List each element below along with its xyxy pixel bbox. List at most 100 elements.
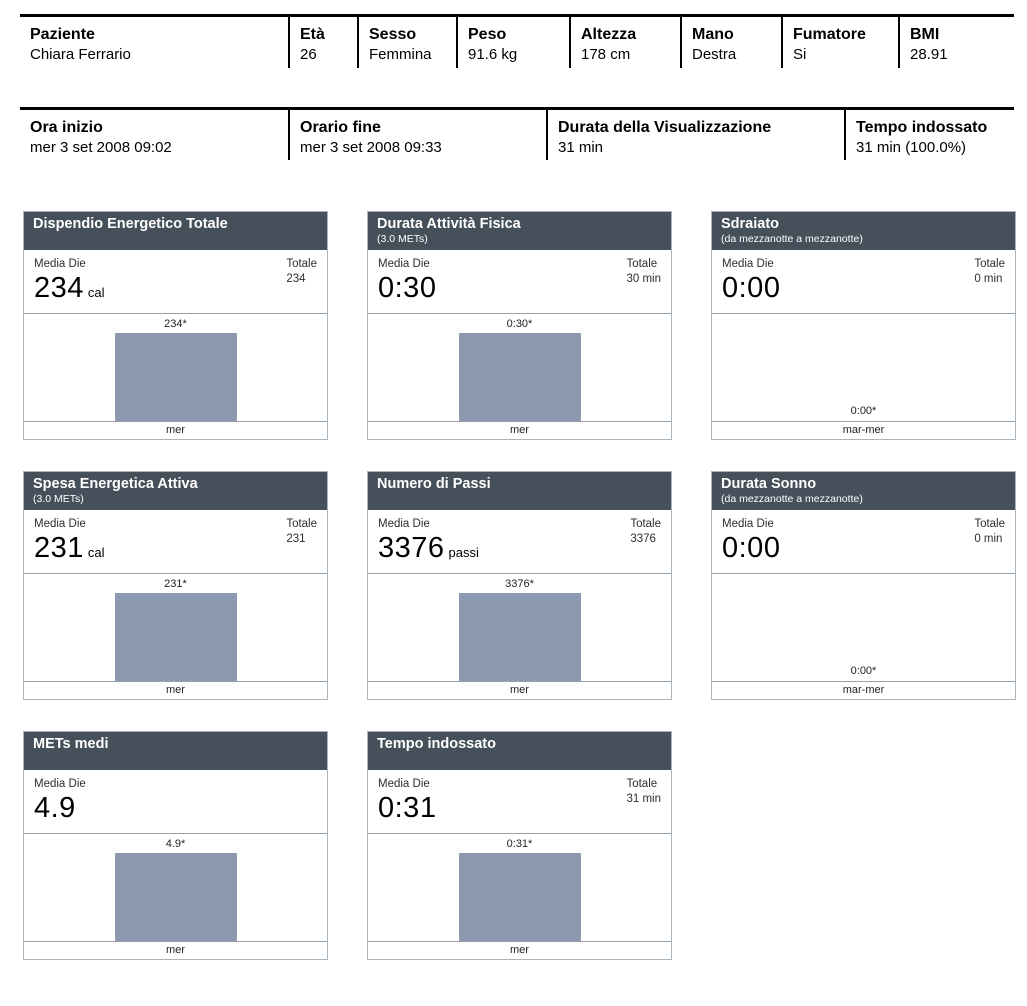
media-die-unit: cal — [87, 285, 105, 300]
media-die-value: 0:00 — [722, 532, 781, 564]
chart-area: 0:31* — [368, 834, 671, 942]
field-label: Età — [300, 26, 325, 43]
media-die-label: Media Die — [722, 258, 774, 270]
bar-value-label: 234* — [164, 318, 187, 331]
chart-area: 0:30* — [368, 314, 671, 422]
session-field-ora-inizio: Ora inizio mer 3 set 2008 09:02 — [20, 110, 288, 160]
card-header: Numero di Passi — [368, 472, 671, 510]
end-time: mer 3 set 2008 09:33 — [300, 139, 442, 156]
x-axis-label: mer — [510, 684, 529, 696]
bar-value-label: 231* — [164, 578, 187, 591]
view-duration: 31 min — [558, 139, 604, 156]
media-die-row: 4.9 — [34, 792, 317, 824]
card-stats: Media Die 0:00 Totale 0 min — [712, 250, 1015, 314]
card-spesa-energetica-attiva: Spesa Energetica Attiva (3.0 METs) Media… — [23, 471, 328, 700]
patient-field-altezza: Altezza 178 cm — [569, 17, 680, 68]
media-die-unit: passi — [448, 545, 479, 560]
patient-info-table: Paziente Chiara Ferrario Età 26 Sesso Fe… — [20, 14, 1014, 68]
patient-field-paziente: Paziente Chiara Ferrario — [20, 17, 288, 68]
totale-label: Totale — [974, 518, 1005, 530]
card-title: Sdraiato — [721, 216, 780, 232]
x-axis-label: mer — [166, 424, 185, 436]
media-die-label: Media Die — [722, 518, 774, 530]
session-info-table: Ora inizio mer 3 set 2008 09:02 Orario f… — [20, 107, 1014, 160]
patient-age: 26 — [300, 46, 317, 63]
card-header: Dispendio Energetico Totale — [24, 212, 327, 250]
card-stats: Media Die 3376 passi Totale 3376 — [368, 510, 671, 574]
media-die-value: 231 — [34, 532, 84, 564]
totale-label: Totale — [626, 258, 658, 270]
card-subtitle: (da mezzanotte a mezzanotte) — [721, 233, 863, 245]
field-label: BMI — [910, 26, 940, 43]
field-label: Fumatore — [793, 26, 866, 43]
media-die-value: 0:00 — [722, 272, 781, 304]
patient-field-sesso: Sesso Femmina — [357, 17, 456, 68]
totale-block: Totale 3376 — [630, 517, 661, 547]
session-field-durata-visualizzazione: Durata della Visualizzazione 31 min — [546, 110, 844, 160]
patient-bmi: 28.91 — [910, 46, 948, 63]
card-subtitle: (3.0 METs) — [377, 233, 428, 245]
chart-bar — [458, 593, 581, 681]
totale-block: Totale 231 — [286, 517, 317, 547]
card-title: Tempo indossato — [377, 736, 496, 752]
media-die-label: Media Die — [378, 258, 430, 270]
totale-block: Totale 234 — [286, 257, 317, 287]
chart-area: 4.9* — [24, 834, 327, 942]
bar-value-label: 0:31* — [506, 838, 533, 851]
field-label: Orario fine — [300, 119, 381, 136]
card-stats: Media Die 231 cal Totale 231 — [24, 510, 327, 574]
metric-cards-grid: Dispendio Energetico Totale Media Die 23… — [23, 211, 1017, 960]
card-stats: Media Die 0:31 Totale 31 min — [368, 770, 671, 834]
card-title: Dispendio Energetico Totale — [33, 216, 228, 232]
x-axis-label: mar-mer — [842, 424, 885, 436]
bar-value-label: 3376* — [505, 578, 534, 591]
patient-field-fumatore: Fumatore Si — [781, 17, 898, 68]
card-stats: Media Die 0:00 Totale 0 min — [712, 510, 1015, 574]
totale-label: Totale — [286, 518, 317, 530]
media-die-label: Media Die — [378, 778, 430, 790]
chart-bar — [114, 593, 237, 681]
media-die-value: 0:31 — [378, 792, 437, 824]
chart-area: 0:00* — [712, 574, 1015, 682]
x-axis-label: mer — [166, 944, 185, 956]
patient-field-eta: Età 26 — [288, 17, 357, 68]
media-die-value: 0:30 — [378, 272, 437, 304]
media-die-row: 234 cal — [34, 272, 317, 304]
chart-area: 231* — [24, 574, 327, 682]
card-title: Numero di Passi — [377, 476, 491, 492]
media-die-row: 0:00 — [722, 272, 1005, 304]
card-title: METs medi — [33, 736, 109, 752]
patient-field-mano: Mano Destra — [680, 17, 781, 68]
totale-value: 31 min — [626, 793, 661, 805]
totale-value: 30 min — [626, 273, 661, 285]
card-subtitle: (3.0 METs) — [33, 493, 84, 505]
totale-value: 0 min — [974, 533, 1003, 545]
bar-value-label: 0:00* — [850, 405, 877, 417]
chart-bar — [458, 333, 581, 421]
patient-height: 178 cm — [581, 46, 631, 63]
field-label: Mano — [692, 26, 734, 43]
session-field-tempo-indossato: Tempo indossato 31 min (100.0%) — [844, 110, 1014, 160]
session-field-orario-fine: Orario fine mer 3 set 2008 09:33 — [288, 110, 546, 160]
card-header: Spesa Energetica Attiva (3.0 METs) — [24, 472, 327, 510]
totale-label: Totale — [630, 518, 661, 530]
x-axis-label: mar-mer — [842, 684, 885, 696]
card-stats: Media Die 0:30 Totale 30 min — [368, 250, 671, 314]
media-die-unit: cal — [87, 545, 105, 560]
totale-label: Totale — [626, 778, 658, 790]
card-durata-attivita-fisica: Durata Attività Fisica (3.0 METs) Media … — [367, 211, 672, 440]
patient-hand: Destra — [692, 46, 737, 63]
media-die-row: 3376 passi — [378, 532, 661, 564]
bar-value-label: 4.9* — [165, 838, 186, 851]
bar-value-label: 0:00* — [850, 665, 877, 677]
card-sdraiato: Sdraiato (da mezzanotte a mezzanotte) Me… — [711, 211, 1016, 440]
chart-area: 3376* — [368, 574, 671, 682]
media-die-value: 4.9 — [34, 792, 76, 824]
card-stats: Media Die 4.9 — [24, 770, 327, 834]
media-die-value: 3376 — [378, 532, 445, 564]
field-label: Sesso — [369, 26, 417, 43]
field-label: Durata della Visualizzazione — [558, 119, 772, 136]
wear-time: 31 min (100.0%) — [856, 139, 967, 156]
card-header: Durata Attività Fisica (3.0 METs) — [368, 212, 671, 250]
x-axis-label: mer — [510, 424, 529, 436]
